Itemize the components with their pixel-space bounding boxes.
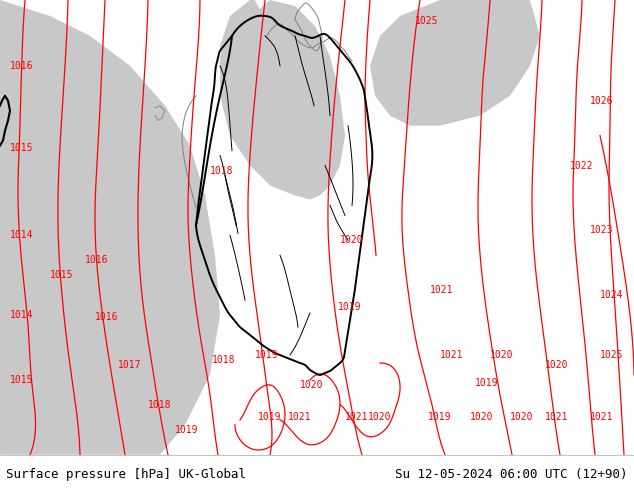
- Text: 1015: 1015: [50, 270, 74, 280]
- Text: 1015: 1015: [10, 143, 34, 152]
- Polygon shape: [370, 0, 540, 125]
- Text: 1021: 1021: [440, 350, 463, 360]
- Text: 1026: 1026: [590, 96, 614, 106]
- Polygon shape: [0, 0, 220, 455]
- Text: 1020: 1020: [490, 350, 514, 360]
- Text: 1020: 1020: [510, 412, 533, 422]
- Text: 1019: 1019: [175, 425, 198, 435]
- Polygon shape: [220, 0, 325, 147]
- Text: 1014: 1014: [10, 230, 34, 240]
- Text: 1020: 1020: [300, 380, 323, 390]
- Text: 1015: 1015: [10, 375, 34, 385]
- Text: 1014: 1014: [10, 310, 34, 320]
- Text: 1016: 1016: [95, 312, 119, 322]
- Text: Su 12-05-2024 06:00 UTC (12+90): Su 12-05-2024 06:00 UTC (12+90): [395, 467, 628, 481]
- Text: 1018: 1018: [212, 355, 235, 365]
- Text: 1016: 1016: [85, 255, 108, 265]
- Text: 1025: 1025: [415, 16, 439, 26]
- Text: 1018: 1018: [210, 166, 233, 175]
- Text: 1025: 1025: [600, 350, 623, 360]
- Text: 1020: 1020: [340, 235, 363, 245]
- Text: 1021: 1021: [288, 412, 311, 422]
- Text: 1017: 1017: [118, 360, 141, 370]
- Text: 1018: 1018: [148, 400, 172, 410]
- Text: 1021: 1021: [545, 412, 569, 422]
- Text: 1021: 1021: [345, 412, 368, 422]
- Text: 1022: 1022: [570, 161, 593, 171]
- Text: 1020: 1020: [545, 360, 569, 370]
- Text: 1019: 1019: [338, 302, 361, 312]
- Text: Surface pressure [hPa] UK-Global: Surface pressure [hPa] UK-Global: [6, 467, 247, 481]
- Text: 1021: 1021: [590, 412, 614, 422]
- Text: 1020: 1020: [470, 412, 493, 422]
- Text: 1019: 1019: [255, 350, 278, 360]
- Text: 1024: 1024: [600, 290, 623, 300]
- Text: 1019: 1019: [258, 412, 281, 422]
- Polygon shape: [220, 0, 345, 199]
- Text: 1019: 1019: [428, 412, 451, 422]
- Text: 1021: 1021: [430, 285, 453, 295]
- Text: 1023: 1023: [590, 225, 614, 235]
- Text: 1019: 1019: [475, 378, 498, 388]
- Text: 1016: 1016: [10, 61, 34, 71]
- Text: 1020: 1020: [368, 412, 392, 422]
